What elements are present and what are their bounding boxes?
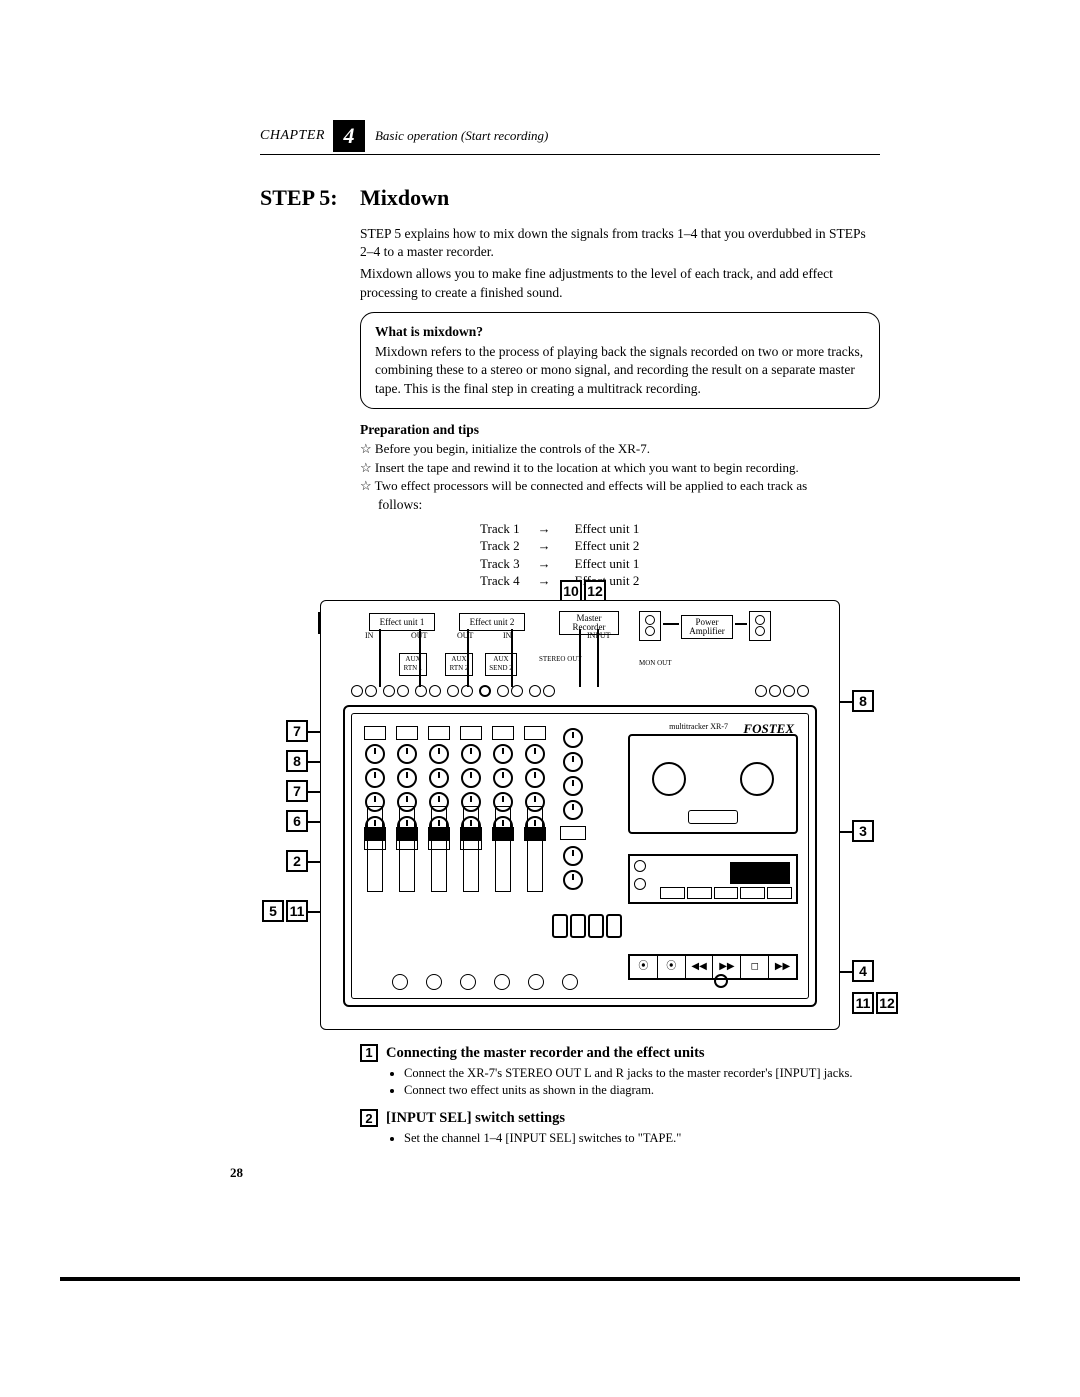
aux-label: AUX RTN 1	[399, 653, 427, 676]
section-bullet: Set the channel 1–4 [INPUT SEL] switches…	[404, 1130, 880, 1147]
step-title: Mixdown	[360, 185, 449, 211]
diagram-callout-number: 5	[262, 900, 284, 922]
instruction-section: 2 [INPUT SEL] switch settings Set the ch…	[360, 1109, 880, 1146]
jack-label: OUT	[457, 631, 473, 642]
jack-label: MON OUT	[639, 659, 671, 668]
manual-page: CHAPTER 4 Basic operation (Start recordi…	[0, 0, 1080, 1241]
step-heading: STEP 5: Mixdown	[260, 185, 880, 211]
power-amp-box: Power Amplifier	[681, 615, 733, 639]
diagram-callout-number: 6	[286, 810, 308, 832]
diagram-callout-number: 12	[584, 580, 606, 602]
diagram-callout-number: 10	[560, 580, 582, 602]
intro-paragraph: Mixdown allows you to make fine adjustme…	[360, 265, 880, 301]
arrow-icon: →	[538, 520, 575, 538]
section-title: [INPUT SEL] switch settings	[386, 1109, 565, 1129]
info-callout: What is mixdown? Mixdown refers to the p…	[360, 312, 880, 409]
headphone-jack	[714, 974, 728, 988]
step-number: STEP 5:	[260, 185, 360, 211]
diagram-callout-number: 2	[286, 850, 308, 872]
jack-row	[351, 681, 809, 701]
diagram-callout-number: 11	[852, 992, 874, 1014]
diagram-callout-number: 8	[852, 690, 874, 712]
transport-button: ⦿	[630, 956, 658, 978]
prep-list: Before you begin, initialize the control…	[360, 440, 880, 495]
chapter-label: CHAPTER	[260, 128, 325, 144]
lcd-display	[628, 854, 798, 904]
body-content: STEP 5 explains how to mix down the sign…	[360, 225, 880, 1147]
prep-item: Insert the tape and rewind it to the loc…	[360, 459, 880, 477]
jack-label: IN	[365, 631, 373, 642]
mixer-panel: FOSTEX multitracker XR-7	[343, 705, 817, 1007]
section-bullet: Connect the XR-7's STEREO OUT L and R ja…	[404, 1065, 880, 1082]
transport-button: ▶▶	[769, 956, 796, 978]
transport-button: ◻	[741, 956, 769, 978]
chapter-subtitle: Basic operation (Start recording)	[375, 128, 548, 144]
diagram-callout-number: 12	[876, 992, 898, 1014]
callout-title: What is mixdown?	[375, 323, 865, 341]
section-bullet: Connect two effect units as shown in the…	[404, 1082, 880, 1099]
instruction-section: 1 Connecting the master recorder and the…	[360, 1044, 880, 1099]
prep-item: Before you begin, initialize the control…	[360, 440, 880, 458]
arrow-icon: →	[538, 537, 575, 555]
section-title: Connecting the master recorder and the e…	[386, 1044, 705, 1064]
effect-label: Effect unit 1	[575, 555, 658, 573]
model-label: multitracker XR-7	[669, 722, 728, 733]
diagram-callout-number: 8	[286, 750, 308, 772]
footer-rule	[60, 1277, 1020, 1281]
tape-transport	[628, 734, 798, 834]
section-number-box: 2	[360, 1109, 378, 1127]
jack-label: STEREO OUT	[539, 655, 582, 664]
diagram-callout-number: 11	[286, 900, 308, 922]
intro-paragraph: STEP 5 explains how to mix down the sign…	[360, 225, 880, 261]
transport-button: ⦿	[658, 956, 686, 978]
section-number-box: 1	[360, 1044, 378, 1062]
page-number: 28	[230, 1165, 880, 1181]
diagram-callout-number: 7	[286, 720, 308, 742]
track-label: Track 3	[480, 555, 538, 573]
diagram-callout-number: 7	[286, 780, 308, 802]
wiring-diagram: 10 12 1 7 8 7 6 2 5 11 8 3 4	[320, 600, 840, 1030]
prep-heading: Preparation and tips	[360, 421, 880, 439]
track-label: Track 2	[480, 537, 538, 555]
effect-label: Effect unit 2	[575, 537, 658, 555]
arrow-icon: →	[538, 555, 575, 573]
effect-label: Effect unit 1	[575, 520, 658, 538]
chapter-number-box: 4	[333, 120, 365, 152]
track-label: Track 1	[480, 520, 538, 538]
transport-button: ◀◀	[686, 956, 714, 978]
page-header: CHAPTER 4 Basic operation (Start recordi…	[260, 120, 880, 155]
prep-item: Two effect processors will be connected …	[360, 477, 880, 495]
prep-follows: follows:	[378, 496, 880, 514]
diagram-callout-number: 3	[852, 820, 874, 842]
diagram-callout-number: 4	[852, 960, 874, 982]
callout-text: Mixdown refers to the process of playing…	[375, 343, 865, 398]
track-label: Track 4	[480, 572, 538, 590]
